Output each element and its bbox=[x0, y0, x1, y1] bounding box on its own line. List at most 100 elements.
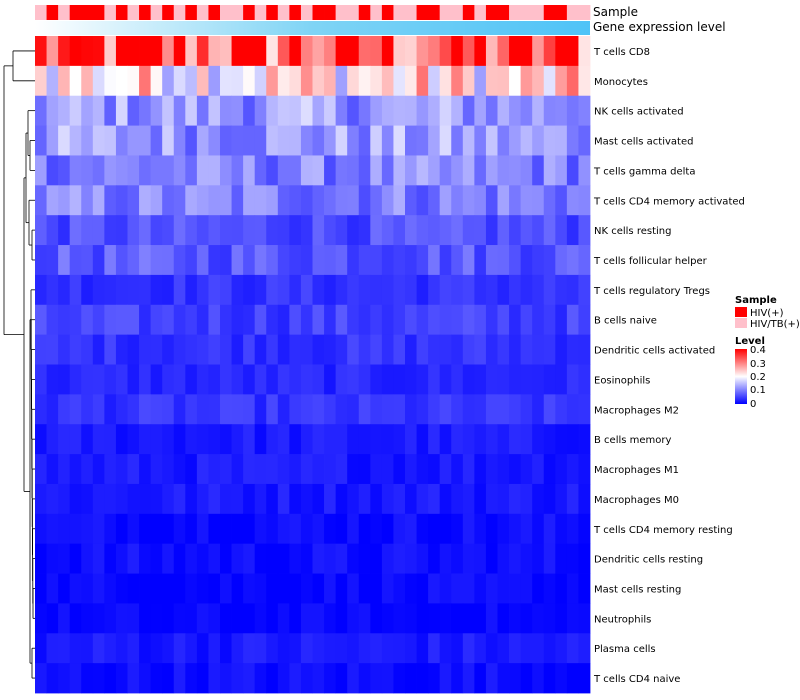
heatmap-cell bbox=[543, 95, 556, 126]
heatmap-cell bbox=[162, 36, 175, 67]
level-tick-0: 0 bbox=[750, 399, 756, 410]
heatmap-cell bbox=[277, 394, 290, 425]
heatmap-cell bbox=[243, 125, 256, 156]
heatmap-cell bbox=[497, 573, 510, 604]
heatmap-cell bbox=[277, 663, 290, 694]
heatmap-cell bbox=[462, 334, 475, 365]
heatmap-cell bbox=[381, 513, 394, 545]
heatmap-cell bbox=[347, 364, 360, 395]
heatmap-cell bbox=[578, 424, 591, 455]
heatmap-cell bbox=[566, 513, 579, 545]
heatmap-cell bbox=[46, 95, 59, 126]
heatmap-cell bbox=[474, 543, 487, 574]
heatmap-cell bbox=[312, 513, 325, 545]
heatmap-cell bbox=[139, 155, 152, 186]
heatmap-cell bbox=[509, 394, 522, 425]
heatmap-cell bbox=[543, 125, 556, 156]
heatmap-cell bbox=[127, 245, 140, 276]
heatmap-cell bbox=[566, 304, 579, 336]
heatmap-cell bbox=[381, 394, 394, 425]
heatmap-cell bbox=[208, 663, 221, 694]
heatmap-cell bbox=[324, 185, 337, 216]
heatmap-cell bbox=[277, 543, 290, 574]
heatmap-cell bbox=[405, 364, 417, 395]
heatmap-cell bbox=[358, 424, 371, 455]
heatmap-cell bbox=[485, 215, 498, 246]
heatmap-cell bbox=[173, 274, 186, 306]
heatmap-cell bbox=[381, 215, 394, 246]
heatmap-cell bbox=[358, 543, 371, 574]
heatmap-cell bbox=[266, 364, 279, 395]
sample-annot-cell bbox=[509, 5, 522, 20]
heatmap-cell bbox=[115, 454, 128, 485]
heatmap-cell bbox=[578, 364, 591, 395]
heatmap-cell bbox=[532, 543, 545, 574]
heatmap-cell bbox=[243, 304, 256, 336]
heatmap-cell bbox=[35, 633, 47, 664]
heatmap-cell bbox=[289, 424, 302, 455]
heatmap-cell bbox=[289, 65, 302, 97]
heatmap-cell bbox=[173, 603, 186, 634]
heatmap-cell bbox=[300, 304, 313, 336]
heatmap-cell bbox=[578, 513, 591, 545]
heatmap-cell bbox=[92, 483, 105, 515]
heatmap-cell bbox=[324, 573, 337, 604]
heatmap-cell bbox=[439, 603, 452, 634]
heatmap-cell bbox=[578, 304, 591, 336]
heatmap-cell bbox=[474, 245, 487, 276]
heatmap-cell bbox=[277, 633, 290, 664]
heatmap-cell bbox=[243, 573, 256, 604]
heatmap-cell bbox=[358, 603, 371, 634]
heatmap-cell bbox=[115, 65, 128, 97]
heatmap-cell bbox=[150, 543, 163, 574]
heatmap-cell bbox=[150, 185, 163, 216]
heatmap-cell bbox=[393, 573, 406, 604]
heatmap-cell bbox=[231, 543, 244, 574]
heatmap-cell bbox=[416, 603, 429, 634]
heatmap-cell bbox=[220, 633, 232, 664]
heatmap-cell bbox=[173, 155, 186, 186]
heatmap-cell bbox=[416, 633, 429, 664]
heatmap-cell bbox=[69, 95, 82, 126]
heatmap-cell bbox=[196, 483, 209, 515]
heatmap-cell bbox=[220, 185, 232, 216]
heatmap-cell bbox=[393, 663, 406, 694]
heatmap-cell bbox=[231, 245, 244, 276]
heatmap-cell bbox=[139, 454, 152, 485]
heatmap-cell bbox=[509, 663, 522, 694]
heatmap-cell bbox=[520, 364, 533, 395]
heatmap-cell bbox=[173, 454, 186, 485]
heatmap-cell bbox=[324, 334, 337, 365]
heatmap-cell bbox=[555, 633, 568, 664]
heatmap-cell bbox=[497, 65, 510, 97]
heatmap-cell bbox=[35, 424, 47, 455]
heatmap-cell bbox=[115, 603, 128, 634]
heatmap-cell bbox=[35, 125, 47, 156]
heatmap-cell bbox=[300, 394, 313, 425]
heatmap-cell bbox=[208, 245, 221, 276]
sample-annot-cell bbox=[185, 5, 198, 20]
heatmap-cell bbox=[566, 95, 579, 126]
heatmap-cell bbox=[566, 245, 579, 276]
heatmap-cell bbox=[393, 633, 406, 664]
heatmap-cell bbox=[428, 334, 441, 365]
heatmap-cell bbox=[543, 215, 556, 246]
heatmap-cell bbox=[439, 215, 452, 246]
heatmap-cell bbox=[58, 513, 71, 545]
heatmap-cell bbox=[474, 36, 487, 67]
heatmap-cell bbox=[150, 633, 163, 664]
heatmap-cell bbox=[451, 603, 464, 634]
heatmap-cell bbox=[104, 483, 117, 515]
sample-annot-cell bbox=[543, 5, 556, 20]
level-legend-title: Level bbox=[735, 336, 765, 347]
heatmap-cell bbox=[370, 304, 383, 336]
heatmap-cell bbox=[555, 454, 568, 485]
heatmap-cell bbox=[439, 513, 452, 545]
heatmap-cell bbox=[532, 573, 545, 604]
heatmap-cell bbox=[139, 95, 152, 126]
heatmap-cell bbox=[92, 185, 105, 216]
heatmap-cell bbox=[509, 65, 522, 97]
heatmap-cell bbox=[300, 155, 313, 186]
heatmap-cell bbox=[509, 185, 522, 216]
heatmap-cell bbox=[162, 65, 175, 97]
